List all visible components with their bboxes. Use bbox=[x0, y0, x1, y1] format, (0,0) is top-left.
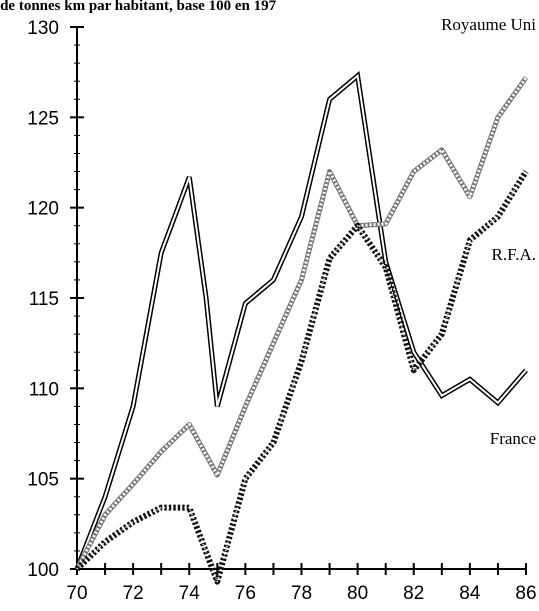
y-tick-label: 105 bbox=[27, 470, 59, 491]
series-stroke-outer bbox=[74, 71, 528, 570]
series-label: France bbox=[490, 429, 536, 448]
y-tick-label: 110 bbox=[29, 379, 59, 400]
series-stroke-outer bbox=[74, 76, 529, 571]
series-line-france bbox=[74, 169, 529, 585]
series-stroke-outer bbox=[74, 169, 529, 585]
tick-labels: 100 105 110 115 120 125 130 70 72 74 76 78 80 82 84 86 bbox=[27, 18, 536, 604]
series-line-royaume-uni bbox=[74, 71, 528, 570]
chart-caption: milliers de tonnes km par habitant, base… bbox=[0, 0, 277, 14]
x-tick-label: 72 bbox=[123, 583, 144, 604]
series-label: Royaume Uni bbox=[441, 15, 536, 34]
x-tick-label: 74 bbox=[179, 583, 201, 604]
y-tick-label: 125 bbox=[27, 108, 59, 129]
x-tick-label: 70 bbox=[66, 583, 87, 604]
x-tick-label: 86 bbox=[515, 583, 536, 604]
series-label: R.F.A. bbox=[492, 245, 536, 264]
y-tick-label: 120 bbox=[27, 199, 59, 220]
series-labels: Royaume Uni R.F.A. France bbox=[441, 15, 536, 448]
series-line-r-f-a bbox=[74, 76, 529, 571]
y-tick-label: 100 bbox=[27, 560, 59, 581]
series-stroke-inner bbox=[76, 171, 527, 583]
series-stroke-inner bbox=[75, 76, 528, 570]
x-tick-label: 76 bbox=[235, 583, 256, 604]
x-tick-label: 78 bbox=[291, 583, 312, 604]
series-layer bbox=[74, 71, 529, 585]
y-tick-label: 130 bbox=[27, 18, 59, 39]
y-tick-label: 115 bbox=[29, 289, 59, 310]
x-tick-label: 80 bbox=[347, 583, 368, 604]
x-tick-label: 84 bbox=[459, 583, 481, 604]
series-stroke-inner bbox=[76, 73, 527, 570]
axes bbox=[70, 26, 527, 575]
x-tick-label: 82 bbox=[403, 583, 424, 604]
